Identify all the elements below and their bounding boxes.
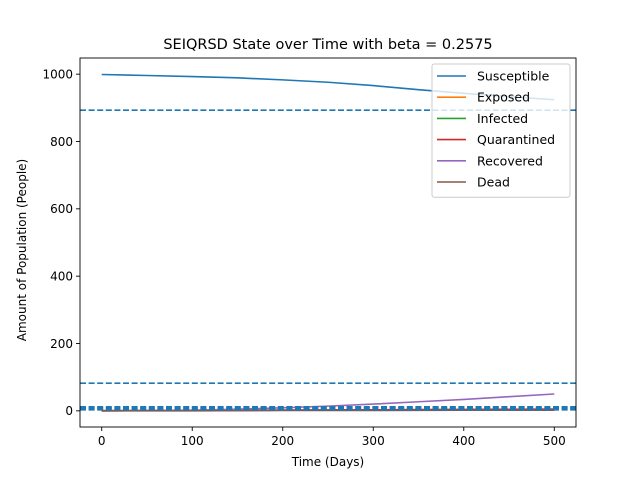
y-tick-label: 0 <box>65 404 73 418</box>
plot-area: 0 100 200 300 400 500 0 200 400 600 800 1000 Suscept… <box>42 57 577 448</box>
legend-box <box>431 63 571 198</box>
x-tick-label: 500 <box>543 434 566 448</box>
legend: Susceptible Exposed Infected Quarantined Rec… <box>431 63 571 198</box>
legend-label-recovered: Recovered <box>477 153 543 168</box>
x-tick-label: 300 <box>362 434 385 448</box>
legend-label-exposed: Exposed <box>477 90 530 105</box>
y-tick-label: 600 <box>50 202 73 216</box>
legend-label-susceptible: Susceptible <box>477 69 550 84</box>
chart-title: SEIQRSD State over Time with beta = 0.25… <box>163 37 492 53</box>
x-tick-label: 0 <box>98 434 106 448</box>
legend-label-infected: Infected <box>477 111 528 126</box>
y-tick-label: 200 <box>50 337 73 351</box>
x-axis-label: Time (Days) <box>291 455 365 469</box>
legend-label-quarantined: Quarantined <box>477 132 555 147</box>
x-tick-label: 200 <box>271 434 294 448</box>
y-tick-label: 400 <box>50 269 73 283</box>
y-tick-label: 800 <box>50 135 73 149</box>
x-tick-label: 100 <box>181 434 204 448</box>
legend-label-dead: Dead <box>477 175 510 190</box>
series-group <box>80 73 576 412</box>
y-axis-label: Amount of Population (People) <box>15 159 29 341</box>
plot-frame <box>79 57 577 428</box>
y-tick-label: 1000 <box>42 67 73 81</box>
x-tick-label: 400 <box>452 434 475 448</box>
